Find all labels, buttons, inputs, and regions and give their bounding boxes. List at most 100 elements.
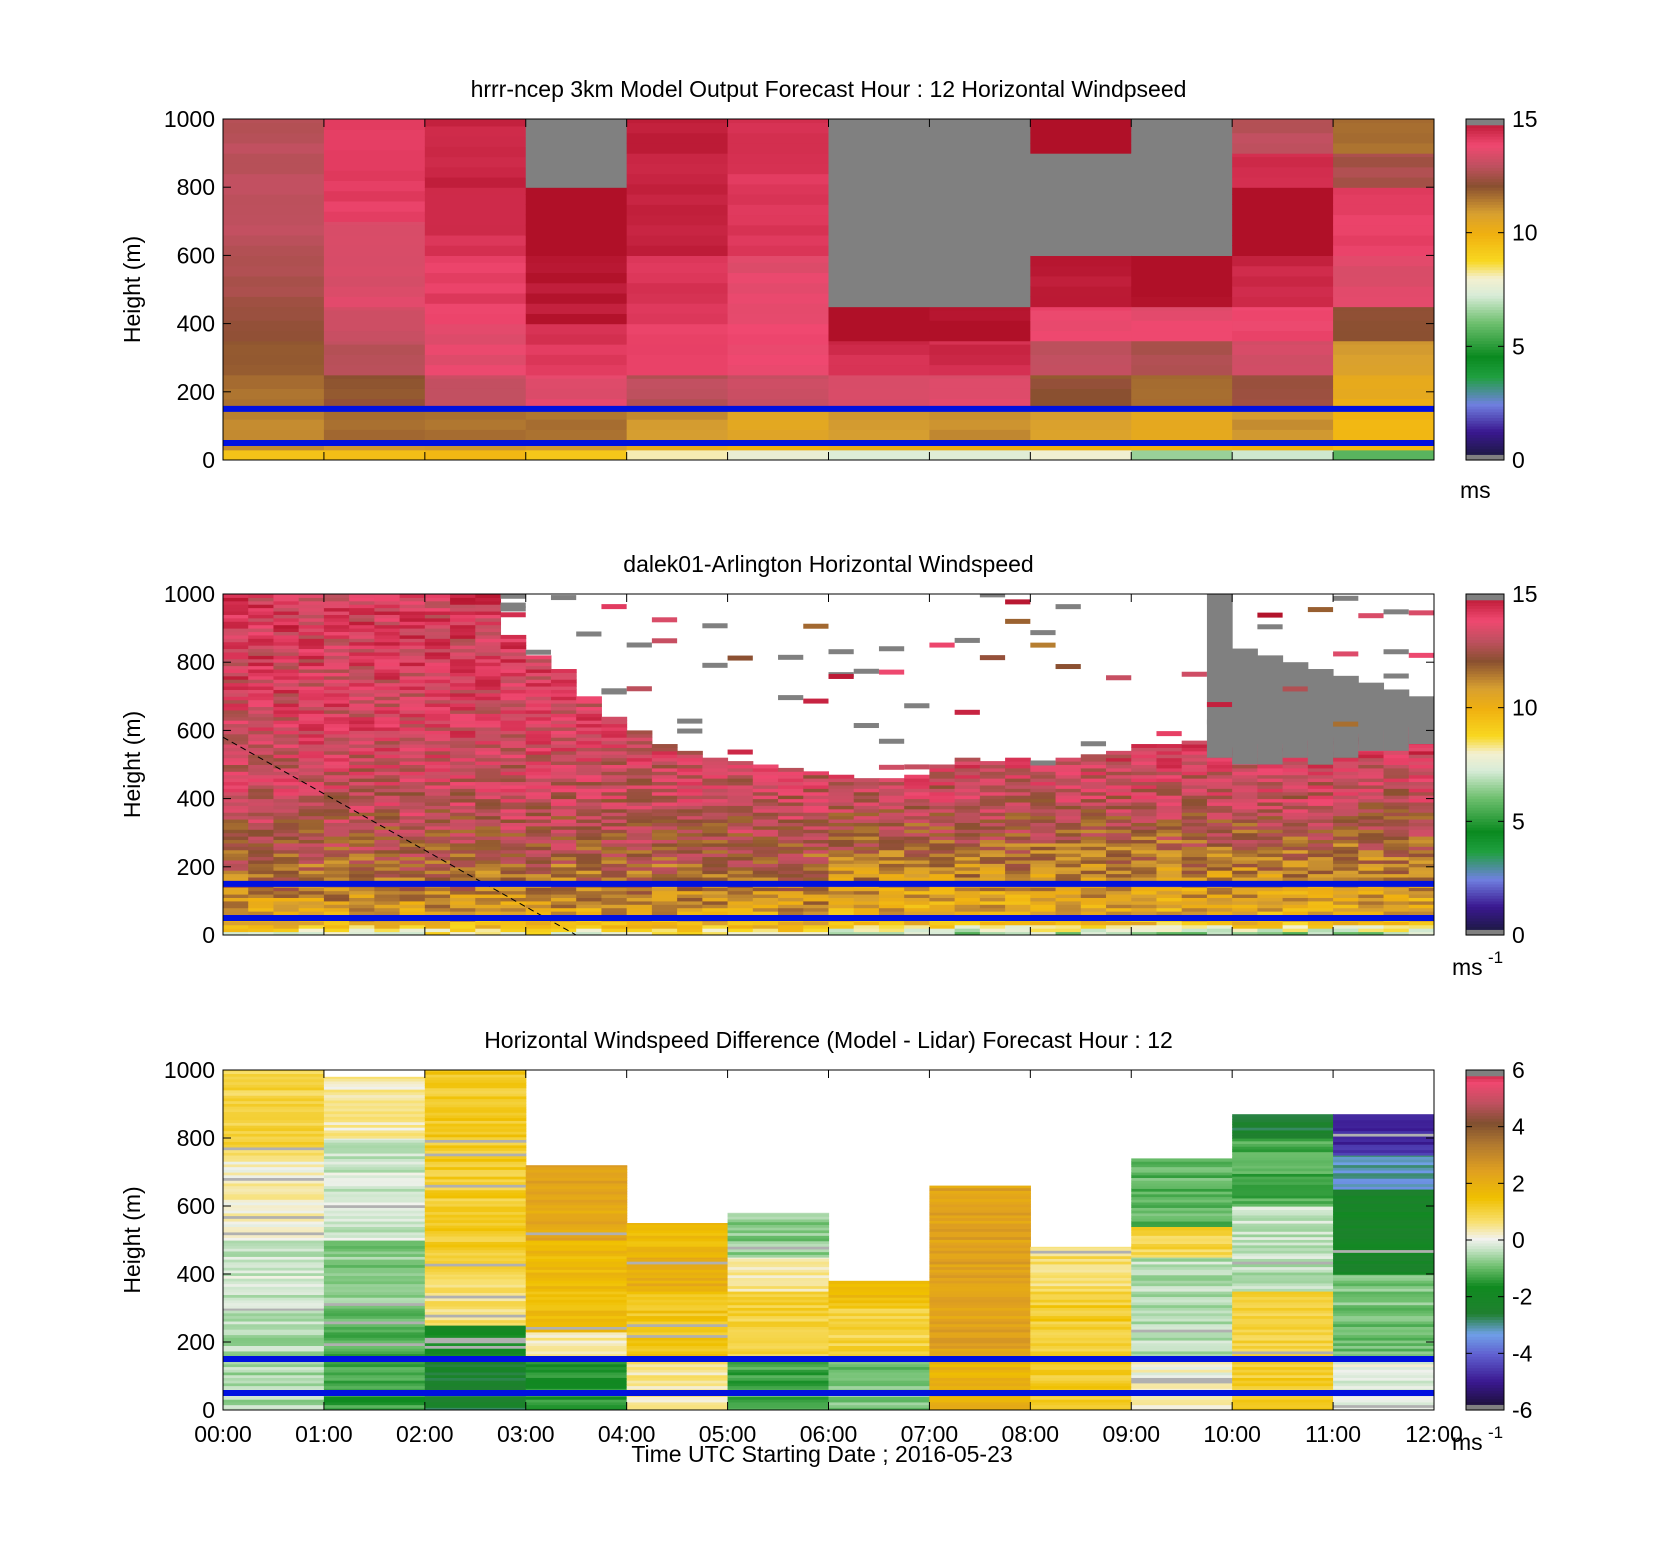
heatmap-cell <box>424 1173 527 1177</box>
heatmap-cell <box>424 1329 527 1333</box>
lidar-cell <box>1257 842 1284 847</box>
heatmap-cell <box>727 344 830 355</box>
lidar-cell <box>349 648 375 653</box>
lidar-cell <box>424 778 451 783</box>
lidar-cell <box>1257 873 1284 878</box>
heatmap-cell <box>424 1166 527 1170</box>
heatmap-cell <box>1131 1399 1233 1403</box>
lidar-cell <box>298 921 325 926</box>
heatmap-cell <box>1030 286 1132 297</box>
lidar-cell <box>677 778 703 783</box>
heatmap-cell <box>223 1253 325 1257</box>
lidar-cell <box>1333 805 1359 810</box>
lidar-cell <box>752 805 779 810</box>
heatmap-column <box>1131 1158 1233 1410</box>
lidar-cell <box>1131 832 1157 837</box>
lidar-cell <box>399 611 426 615</box>
lidar-cell <box>349 846 375 851</box>
lidar-cell <box>1080 825 1107 830</box>
lidar-cell <box>651 924 678 929</box>
heatmap-cell <box>626 1240 729 1244</box>
lidar-cell <box>1181 802 1208 806</box>
lidar-cell <box>1333 829 1359 834</box>
lidar-cell <box>727 928 754 933</box>
lidar-cell <box>248 597 274 602</box>
heatmap-cell <box>828 1318 931 1322</box>
lidar-cell <box>853 890 880 895</box>
lidar-cell <box>1408 859 1434 864</box>
lidar-cell <box>1106 812 1132 817</box>
heatmap-cell <box>1030 275 1132 287</box>
colorbar-segment <box>1466 704 1504 709</box>
lidar-cell <box>273 604 300 609</box>
lidar-cell <box>298 675 325 680</box>
heatmap-cell <box>323 1132 426 1136</box>
lidar-cell <box>525 887 552 892</box>
heatmap-cell <box>525 1188 628 1192</box>
lidar-cell <box>374 788 401 793</box>
lidar-cell <box>727 778 754 783</box>
heatmap-cell <box>323 1199 426 1203</box>
lidar-cell <box>424 737 451 742</box>
panel-title: dalek01-Arlington Horizontal Windspeed <box>623 551 1033 577</box>
lidar-cell <box>1055 904 1082 909</box>
lidar-cell <box>323 737 350 742</box>
lidar-cell <box>1358 808 1385 813</box>
lidar-cell <box>525 859 552 864</box>
sparse-return <box>954 637 980 643</box>
lidar-cell <box>601 887 628 892</box>
heatmap-cell <box>424 1345 527 1349</box>
heatmap-cell <box>626 1371 729 1376</box>
lidar-cell <box>626 866 653 871</box>
colorbar-segment <box>1466 929 1504 933</box>
heatmap-cell <box>525 1280 628 1284</box>
lidar-cell <box>349 641 375 646</box>
lidar-cell <box>450 726 476 731</box>
lidar-cell <box>525 805 552 810</box>
lidar-cell <box>752 842 779 847</box>
lidar-cell <box>1131 805 1157 810</box>
heatmap-cell <box>929 1271 1031 1276</box>
lidar-cell <box>1307 764 1334 769</box>
lidar-cell <box>323 846 350 851</box>
colorbar-segment <box>1466 172 1504 177</box>
lidar-cell <box>349 631 375 636</box>
heatmap-cell <box>424 1319 527 1323</box>
lidar-cell <box>1232 819 1258 823</box>
lidar-cell <box>223 822 249 827</box>
lidar-cell <box>651 774 678 779</box>
lidar-cell <box>752 911 779 916</box>
heatmap-cell <box>1030 1299 1132 1303</box>
lidar-cell <box>323 897 350 902</box>
lidar-cell <box>248 600 274 605</box>
colorbar-segment <box>1466 192 1504 197</box>
lidar-cell <box>450 614 476 619</box>
lidar-cell <box>853 894 880 898</box>
lidar-cell <box>1181 866 1208 871</box>
lidar-cell <box>1055 829 1082 834</box>
colorbar-segment <box>1466 448 1504 453</box>
lidar-cell <box>727 784 754 789</box>
lidar-cell <box>626 802 653 806</box>
lidar-cell <box>1181 924 1208 929</box>
lidar-cell <box>1055 931 1082 935</box>
lidar-cell <box>778 873 804 878</box>
lidar-cell <box>248 791 274 796</box>
lidar-cell <box>727 890 754 895</box>
lidar-cell <box>626 761 653 765</box>
lidar-cell <box>399 594 426 598</box>
lidar-cell <box>374 890 401 895</box>
lidar-cell <box>550 815 577 820</box>
heatmap-cell <box>323 1323 426 1327</box>
lidar-cell <box>954 832 981 837</box>
lidar-cell <box>424 621 451 626</box>
lidar-cell <box>727 846 754 851</box>
lidar-cell <box>1055 812 1082 817</box>
lidar-cell <box>1131 815 1157 820</box>
lidar-cell <box>525 784 552 789</box>
lidar-cell <box>399 887 426 892</box>
lidar-cell <box>374 658 401 663</box>
lidar-cell <box>550 819 577 823</box>
lidar-cell <box>1232 778 1258 783</box>
lidar-cell <box>702 832 729 837</box>
